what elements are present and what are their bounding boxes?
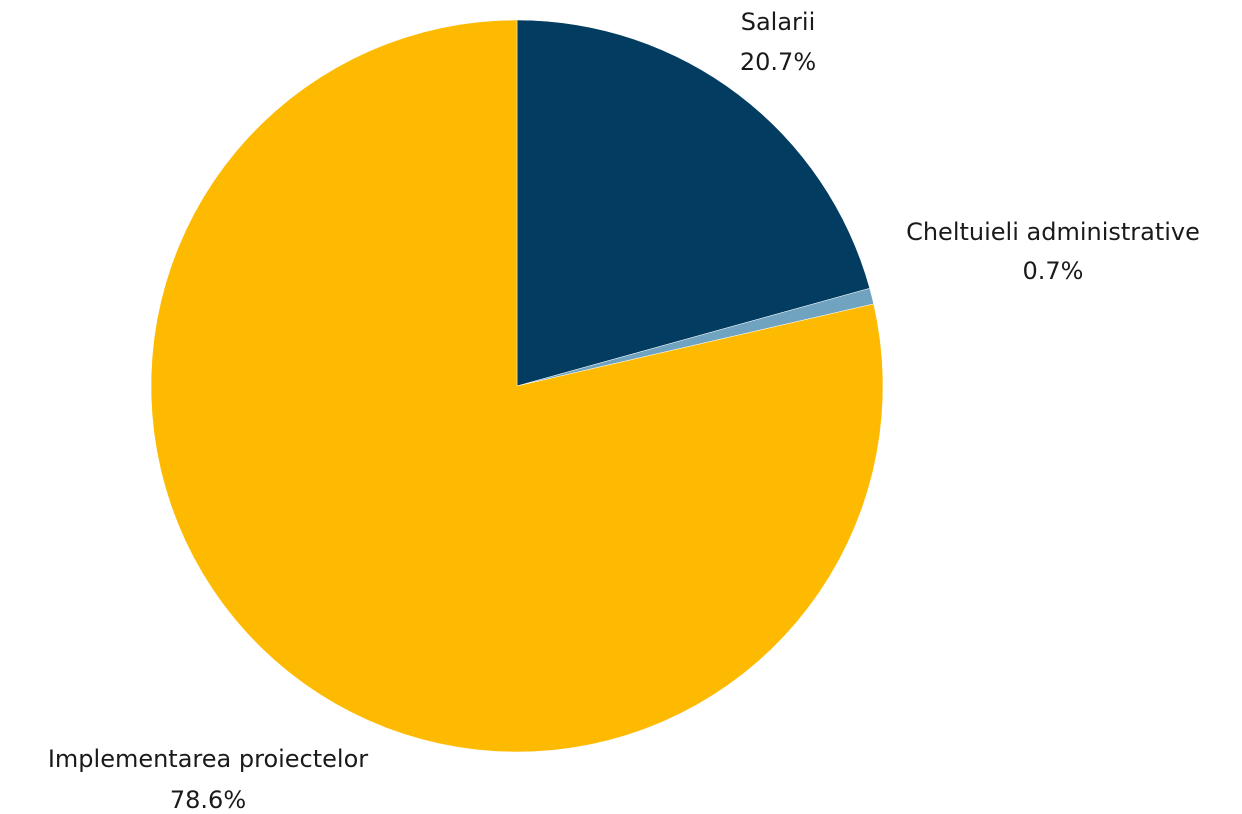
slice-label-salarii: Salarii [741, 8, 816, 36]
pie-slice-implementarea-proiectelor [150, 19, 884, 753]
slice-value-salarii: 20.7% [740, 48, 816, 76]
slice-label-cheltuieli-administrative: Cheltuieli administrative [906, 218, 1200, 246]
pie-slice-salarii [516, 19, 871, 387]
slice-labels: Salarii 20.7% Cheltuieli administrative 0.7… [48, 8, 1200, 814]
pie-slices [150, 19, 884, 753]
slice-value-implementarea-proiectelor: 78.6% [170, 786, 246, 814]
slice-value-cheltuieli-administrative: 0.7% [1023, 257, 1084, 285]
slice-label-implementarea-proiectelor: Implementarea proiectelor [48, 745, 368, 773]
